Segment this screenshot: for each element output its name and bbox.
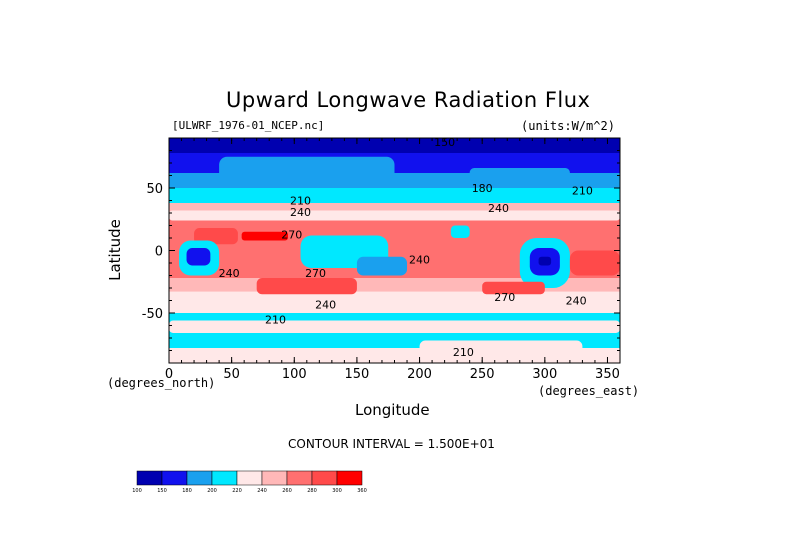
heatmap-patch <box>244 193 332 203</box>
colorbar-level-label: 180 <box>182 488 192 494</box>
colorbar-level-label: 280 <box>307 488 317 494</box>
colorbar-level-label: 240 <box>257 488 267 494</box>
units-label: (units:W/m^2) <box>521 119 615 133</box>
heatmap-patch <box>169 210 620 221</box>
colorbar: 100 150 180 200 220 240 260 280 300 360 <box>132 470 367 494</box>
x-tick-label: 200 <box>407 367 432 382</box>
contour-label: 270 <box>305 267 326 280</box>
contour-label: 210 <box>265 313 286 326</box>
y-tick-label: 0 <box>155 245 163 260</box>
heatmap-patch <box>450 225 470 238</box>
x-tick-label: 300 <box>532 367 557 382</box>
contour-label: 240 <box>488 202 509 215</box>
colorbar-swatch <box>186 470 213 486</box>
colorbar-level-label: 220 <box>232 488 242 494</box>
colorbar-swatch <box>311 470 338 486</box>
contour-label: 240 <box>409 253 430 266</box>
colorbar-swatch <box>236 470 263 486</box>
colorbar-swatch <box>286 470 313 486</box>
y-axis-label: Latitude <box>105 219 124 281</box>
dataset-label: [ULWRF_1976-01_NCEP.nc] <box>172 119 325 132</box>
x-axis-label: Longitude <box>355 401 430 419</box>
x-tick-label: 50 <box>223 367 240 382</box>
heatmap-patch <box>419 340 583 358</box>
contour-label: 180 <box>472 182 493 195</box>
heatmap-patch <box>186 248 211 266</box>
heatmap-patch <box>256 278 357 295</box>
heatmap-patch <box>538 256 552 266</box>
heatmap-patch <box>194 228 238 245</box>
contour-label: 240 <box>566 295 587 308</box>
heatmap-patch <box>482 281 545 295</box>
heatmap-band <box>169 291 620 313</box>
x-tick-label: 150 <box>345 367 370 382</box>
contour-label: 150 <box>434 136 455 149</box>
colorbar-level-label: 360 <box>357 488 367 494</box>
colorbar-swatch <box>261 470 288 486</box>
colorbar-swatch <box>136 470 163 486</box>
contour-label: 270 <box>494 291 515 304</box>
x-tick-label: 250 <box>470 367 495 382</box>
colorbar-level-label: 300 <box>332 488 342 494</box>
colorbar-swatch <box>336 470 363 486</box>
chart-title: Upward Longwave Radiation Flux <box>226 88 591 112</box>
contour-label: 240 <box>290 206 311 219</box>
colorbar-level-label: 260 <box>282 488 292 494</box>
heatmap-patch <box>356 256 408 276</box>
colorbar-level-label: 200 <box>207 488 217 494</box>
x-tick-label: 0 <box>165 367 173 382</box>
contour-label: 210 <box>290 195 311 208</box>
contour-label: 240 <box>315 298 336 311</box>
x-tick-label: 100 <box>282 367 307 382</box>
heatmap-patch <box>241 231 289 241</box>
colorbar-swatch <box>211 470 238 486</box>
heatmap-patch <box>569 250 620 276</box>
contour-label: 240 <box>219 267 240 280</box>
contour-label: 270 <box>281 228 302 241</box>
heatmap-patches <box>169 138 620 358</box>
colorbar-level-label: 100 <box>132 488 142 494</box>
contour-label: 210 <box>453 346 474 359</box>
heatmap-patch <box>219 156 395 181</box>
contour-interval-text: CONTOUR INTERVAL = 1.500E+01 <box>288 437 495 451</box>
colorbar-level-label: 150 <box>157 488 167 494</box>
contour-label: 210 <box>572 185 593 198</box>
x-tick-label: 350 <box>595 367 620 382</box>
y-tick-label: -50 <box>142 307 163 322</box>
x-units-label: (degrees_east) <box>538 384 640 398</box>
heatmap-patch <box>469 168 570 182</box>
heatmap-patch <box>169 320 620 333</box>
colorbar-swatch <box>161 470 188 486</box>
y-units-label: (degrees_north) <box>107 376 216 390</box>
y-tick-label: 50 <box>146 182 163 197</box>
heatmap-band <box>169 188 620 203</box>
axis-ticks: 0 50 100 150 200 250 300 350 50 0 -50 <box>142 138 620 382</box>
